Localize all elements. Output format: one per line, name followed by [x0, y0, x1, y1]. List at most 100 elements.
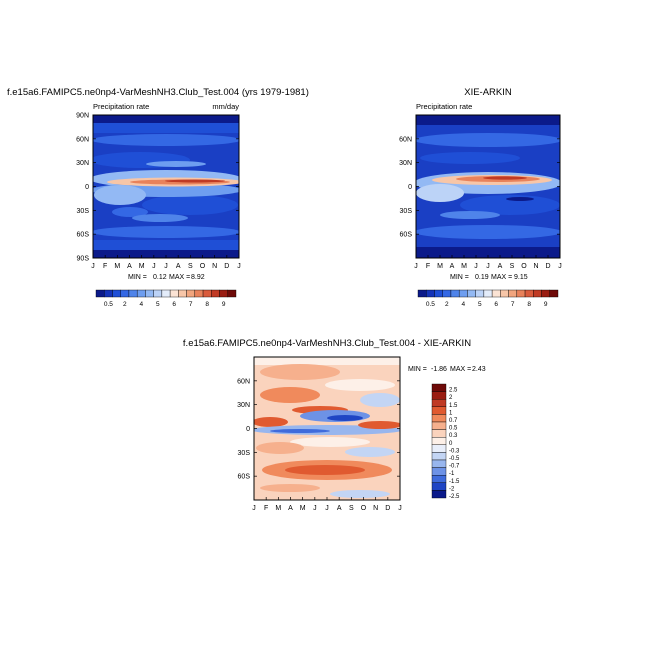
- x-tick-label: J: [252, 505, 256, 512]
- colorbar-label: -0.3: [449, 448, 460, 454]
- panel-diff: f.e15a6.FAMIPC5.ne0np4-VarMeshNH3.Club_T…: [183, 338, 486, 512]
- colorbar-label: -1: [449, 471, 455, 477]
- colorbar-swatch: [120, 289, 130, 298]
- panel-diff-title: f.e15a6.FAMIPC5.ne0np4-VarMeshNH3.Club_T…: [183, 338, 471, 349]
- colorbar-swatch: [431, 475, 447, 484]
- colorbar-swatch: [483, 289, 493, 298]
- colorbar-label: 5: [156, 301, 160, 308]
- colorbar-swatch: [431, 459, 447, 468]
- x-tick-label: F: [103, 263, 107, 270]
- colorbar-label: 2: [123, 301, 127, 308]
- panel-obs-y-ticks: 60N 30N 0 30S 60S: [399, 136, 560, 239]
- x-tick-label: A: [337, 505, 342, 512]
- x-tick-label: J: [237, 263, 241, 270]
- panel-model: f.e15a6.FAMIPC5.ne0np4-VarMeshNH3.Club_T…: [7, 87, 309, 308]
- colorbar-label: 0: [449, 441, 453, 447]
- svg-text:MAX =: MAX =: [491, 274, 512, 281]
- colorbar-label: 0.5: [426, 301, 435, 308]
- x-tick-label: J: [91, 263, 95, 270]
- colorbar-swatch: [508, 289, 518, 298]
- y-tick-label: 30N: [237, 402, 250, 409]
- colorbar-label: 8: [205, 301, 209, 308]
- svg-text:MIN =: MIN =: [450, 274, 469, 281]
- colorbar-swatch: [431, 437, 447, 446]
- x-tick-label: J: [474, 263, 478, 270]
- colorbar-label: 0.7: [449, 418, 458, 424]
- panel-model-field: [93, 115, 239, 258]
- y-tick-label: 0: [85, 184, 89, 191]
- colorbar-swatch: [153, 289, 163, 298]
- colorbar-swatch: [431, 490, 447, 499]
- y-tick-label: 30S: [238, 450, 251, 457]
- x-tick-label: M: [437, 263, 443, 270]
- x-tick-label: D: [224, 263, 229, 270]
- svg-text:MIN =: MIN =: [128, 274, 147, 281]
- y-tick-label: 60N: [237, 378, 250, 385]
- colorbar-swatch: [431, 444, 447, 453]
- colorbar-swatch: [500, 289, 509, 298]
- colorbar-label: 2: [449, 395, 453, 401]
- y-tick-label: 30N: [399, 160, 412, 167]
- x-tick-label: N: [212, 263, 217, 270]
- colorbar-swatch: [194, 289, 204, 298]
- x-tick-label: F: [264, 505, 268, 512]
- x-tick-label: J: [325, 505, 329, 512]
- colorbar-swatch: [219, 289, 228, 298]
- svg-text:-1.86: -1.86: [431, 366, 447, 373]
- colorbar-swatch: [431, 391, 447, 400]
- colorbar-label: 9: [222, 301, 226, 308]
- y-tick-label: 0: [408, 184, 412, 191]
- colorbar-swatch: [450, 289, 460, 298]
- colorbar-swatch: [458, 289, 468, 298]
- colorbar-swatch: [104, 289, 113, 298]
- panel-obs-title: XIE-ARKIN: [464, 87, 512, 98]
- colorbar-label: -2.5: [449, 494, 460, 500]
- colorbar-label: 4: [139, 301, 143, 308]
- x-tick-label: O: [200, 263, 206, 270]
- colorbar-swatch: [169, 289, 179, 298]
- colorbar-swatch: [475, 289, 485, 298]
- colorbar-swatch: [227, 289, 237, 298]
- colorbar-label: -0.5: [449, 456, 460, 462]
- colorbar-swatch: [431, 467, 447, 476]
- colorbar-swatch: [431, 452, 447, 461]
- x-tick-label: J: [152, 263, 156, 270]
- y-tick-label: 60S: [400, 232, 413, 239]
- x-tick-label: S: [510, 263, 515, 270]
- x-tick-label: J: [313, 505, 317, 512]
- x-tick-label: F: [426, 263, 430, 270]
- colorbar-swatch: [549, 289, 559, 298]
- panel-obs-left-label: Precipitation rate: [416, 102, 472, 111]
- y-tick-label: 0: [246, 426, 250, 433]
- colorbar-swatch: [202, 289, 212, 298]
- colorbar-swatch: [417, 289, 427, 298]
- x-tick-label: J: [164, 263, 168, 270]
- svg-text:0.12: 0.12: [153, 274, 167, 281]
- x-tick-label: M: [461, 263, 467, 270]
- colorbar-label: -0.7: [449, 464, 460, 470]
- colorbar-swatch: [186, 289, 196, 298]
- x-tick-label: D: [545, 263, 550, 270]
- x-tick-label: A: [288, 505, 293, 512]
- x-tick-label: O: [521, 263, 527, 270]
- y-tick-label: 90S: [77, 256, 90, 263]
- colorbar-swatch: [145, 289, 154, 298]
- panel-model-right-label: mm/day: [212, 102, 239, 111]
- x-tick-label: A: [450, 263, 455, 270]
- colorbar-swatch: [431, 414, 447, 423]
- colorbar-label: 0.5: [449, 426, 458, 432]
- colorbar-swatch: [541, 289, 550, 298]
- colorbar-swatch: [112, 289, 121, 298]
- colorbar-label: -2: [449, 486, 455, 492]
- colorbar-swatch: [524, 289, 534, 298]
- colorbar-label: 4: [461, 301, 465, 308]
- x-tick-label: A: [498, 263, 503, 270]
- panel-model-y-ticks: 90N 60N 30N 0 30S 60S 90S: [76, 113, 239, 263]
- y-tick-label: 60S: [77, 232, 90, 239]
- colorbar-label: 5: [478, 301, 482, 308]
- colorbar-label: 0.3: [449, 433, 458, 439]
- colorbar-swatch: [434, 289, 443, 298]
